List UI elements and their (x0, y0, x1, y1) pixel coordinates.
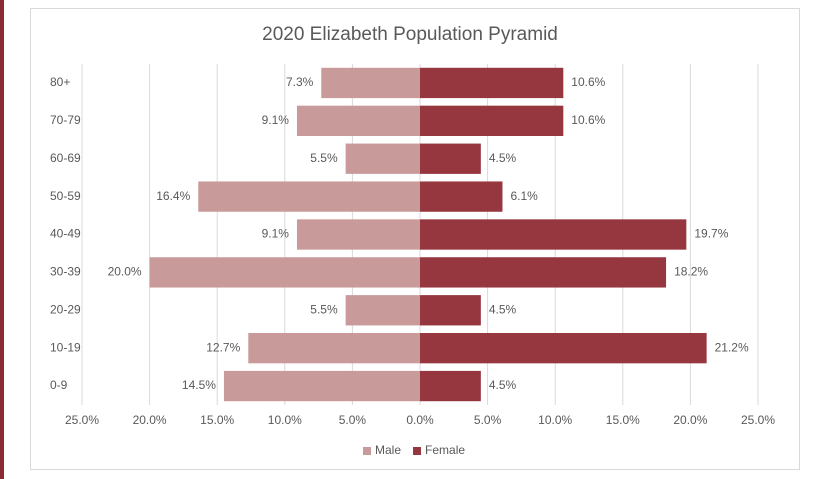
data-label: 16.4% (156, 189, 190, 203)
y-tick-label: 50-59 (50, 189, 81, 203)
bar (420, 257, 667, 288)
data-label: 14.5% (182, 378, 216, 392)
legend-label: Male (375, 443, 401, 457)
x-tick-label: 15.0% (200, 413, 234, 427)
bar (345, 295, 420, 326)
x-tick-label: 0.0% (406, 413, 434, 427)
bar (248, 333, 420, 364)
y-tick-label: 0-9 (50, 378, 68, 392)
data-label: 4.5% (489, 378, 517, 392)
legend-swatch (363, 447, 371, 455)
bar (420, 219, 687, 250)
y-tick-label: 20-29 (50, 302, 81, 316)
data-label: 4.5% (489, 151, 517, 165)
data-label: 7.3% (286, 75, 314, 89)
x-tick-label: 5.0% (339, 413, 367, 427)
bar (345, 143, 420, 174)
data-label: 18.2% (674, 265, 708, 279)
y-tick-label: 80+ (50, 75, 70, 89)
data-label: 6.1% (510, 189, 538, 203)
bar (296, 219, 420, 250)
bar (149, 257, 420, 288)
data-label: 4.5% (489, 302, 517, 316)
x-tick-label: 25.0% (741, 413, 775, 427)
bar (420, 143, 481, 174)
x-tick-label: 20.0% (673, 413, 707, 427)
legend-label: Female (425, 443, 465, 457)
y-tick-label: 40-49 (50, 227, 81, 241)
y-tick-label: 30-39 (50, 265, 81, 279)
bar (420, 333, 707, 364)
y-tick-label: 10-19 (50, 340, 81, 354)
x-tick-label: 15.0% (606, 413, 640, 427)
x-tick-label: 10.0% (538, 413, 572, 427)
x-tick-label: 20.0% (133, 413, 167, 427)
data-label: 10.6% (571, 75, 605, 89)
x-tick-label: 25.0% (65, 413, 99, 427)
data-label: 19.7% (694, 227, 728, 241)
bar (296, 105, 420, 136)
chart-title: 2020 Elizabeth Population Pyramid (262, 24, 558, 45)
bar (223, 370, 420, 402)
side-stripe (0, 0, 4, 479)
bar (420, 370, 481, 402)
bar (420, 181, 503, 212)
y-tick-label: 60-69 (50, 151, 81, 165)
bar (420, 67, 564, 99)
data-label: 5.5% (310, 151, 338, 165)
legend-swatch (413, 447, 422, 455)
y-tick-label: 70-79 (50, 113, 81, 127)
bar (420, 105, 564, 136)
data-label: 10.6% (571, 113, 605, 127)
bar (198, 181, 420, 212)
data-label: 9.1% (262, 227, 290, 241)
bar (321, 67, 420, 99)
data-label: 12.7% (206, 340, 240, 354)
x-tick-label: 10.0% (268, 413, 302, 427)
x-tick-label: 5.0% (474, 413, 502, 427)
data-label: 5.5% (310, 302, 338, 316)
bar (420, 295, 481, 326)
data-label: 9.1% (262, 113, 290, 127)
data-label: 21.2% (715, 340, 749, 354)
data-label: 20.0% (108, 265, 142, 279)
